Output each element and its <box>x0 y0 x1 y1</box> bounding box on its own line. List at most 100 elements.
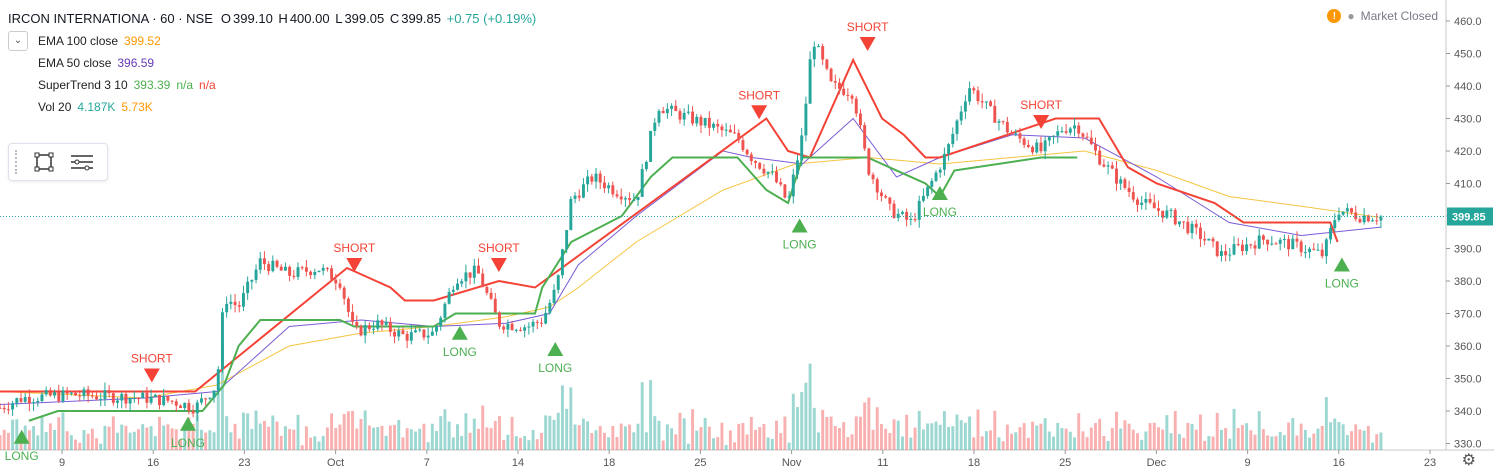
short-arrow-icon-0 <box>143 368 160 383</box>
chevron-down-icon[interactable]: ⌄ <box>8 31 28 51</box>
drag-handle[interactable] <box>15 150 19 174</box>
volume-bar-320 <box>1341 424 1345 450</box>
candle-body-188 <box>787 196 791 198</box>
candle-body-88 <box>367 325 371 330</box>
candle-body-250 <box>1047 136 1051 141</box>
candle-body-131 <box>548 302 552 313</box>
candle-body-71 <box>296 267 300 277</box>
candle-body-313 <box>1312 248 1316 250</box>
volume-bar-260 <box>1089 427 1093 450</box>
volume-bar-127 <box>531 429 535 450</box>
candle-body-134 <box>560 249 564 276</box>
volume-bar-2 <box>6 432 10 450</box>
candle-body-86 <box>359 326 363 336</box>
volume-bar-57 <box>237 438 241 450</box>
candle-body-234 <box>980 101 984 103</box>
candle-body-315 <box>1320 249 1324 257</box>
volume-bar-226 <box>947 426 951 450</box>
volume-bar-322 <box>1350 431 1354 450</box>
candle-body-244 <box>1022 138 1026 145</box>
gear-icon[interactable]: ⚙ <box>1461 452 1476 469</box>
volume-bar-40 <box>166 424 170 450</box>
short-arrow-icon-11 <box>1033 115 1050 129</box>
candle-body-125 <box>523 327 527 331</box>
candle-body-98 <box>409 332 413 341</box>
volume-bar-217 <box>909 437 913 450</box>
candle-body-285 <box>1194 223 1198 228</box>
volume-bar-65 <box>271 415 275 450</box>
candle-body-127 <box>531 321 535 327</box>
volume-bar-132 <box>552 419 556 450</box>
candle-body-94 <box>393 331 397 337</box>
candle-body-21 <box>86 389 90 396</box>
volume-bar-199 <box>833 425 837 450</box>
volume-bar-186 <box>779 433 783 450</box>
candle-body-245 <box>1026 144 1030 147</box>
ohlc-values: O 399.10 H 400.00 L 399.05 C 399.85 +0.75 (+… <box>220 11 537 26</box>
candle-body-43 <box>179 405 182 409</box>
candle-body-107 <box>447 291 451 304</box>
candle-body-51 <box>212 390 216 398</box>
candle-body-322 <box>1350 208 1354 213</box>
legend-volume[interactable]: Vol 20 4.187K 5.73K <box>8 96 538 118</box>
volume-bar-13 <box>53 430 57 450</box>
candle-body-280 <box>1173 209 1177 225</box>
volume-bar-22 <box>90 428 94 450</box>
candle-body-82 <box>342 287 346 299</box>
long-arrow-icon-10 <box>931 186 948 200</box>
candle-body-303 <box>1270 243 1274 245</box>
volume-bar-86 <box>359 418 363 450</box>
volume-bar-219 <box>917 410 921 450</box>
volume-bar-230 <box>963 422 967 450</box>
volume-bar-72 <box>300 445 304 450</box>
candle-body-14 <box>57 392 61 402</box>
list-settings-icon[interactable] <box>69 149 95 175</box>
volume-bar-243 <box>1018 427 1022 450</box>
y-tick-label-10: 430.0 <box>1454 114 1482 126</box>
candle-body-207 <box>867 148 871 175</box>
candle-body-318 <box>1333 220 1337 229</box>
volume-bar-283 <box>1186 422 1190 450</box>
long-arrow-icon-4 <box>451 325 468 340</box>
candle-body-200 <box>838 82 841 89</box>
candle-body-276 <box>1157 208 1160 211</box>
candle-body-190 <box>796 160 799 175</box>
volume-bar-79 <box>330 413 334 450</box>
legend-ema50[interactable]: EMA 50 close 396.59 <box>8 52 538 74</box>
symbol-title[interactable]: IRCON INTERNATIONA · 60 · NSE <box>8 11 213 26</box>
candle-body-299 <box>1253 245 1257 249</box>
candle-body-251 <box>1052 135 1056 137</box>
volume-bar-137 <box>573 424 577 450</box>
candle-body-84 <box>351 311 355 322</box>
volume-bar-160 <box>670 428 674 450</box>
volume-bar-269 <box>1127 423 1131 450</box>
legend-supertrend[interactable]: SuperTrend 3 10 393.39 n/a n/a <box>8 74 538 96</box>
candle-body-79 <box>330 268 334 280</box>
warning-icon[interactable]: ! <box>1327 9 1342 23</box>
x-tick-label-14: 16 <box>1333 457 1345 469</box>
candle-body-26 <box>107 390 111 394</box>
candle-body-167 <box>699 116 703 126</box>
candle-body-132 <box>552 289 556 303</box>
candle-body-266 <box>1115 168 1118 184</box>
volume-bar-107 <box>447 421 451 450</box>
y-tick-label-6: 390.0 <box>1454 244 1482 256</box>
candle-body-138 <box>577 195 581 198</box>
candle-body-7 <box>27 396 31 404</box>
candle-body-208 <box>871 174 875 180</box>
volume-bar-143 <box>598 425 602 450</box>
candle-body-240 <box>1005 121 1009 133</box>
candle-body-103 <box>430 331 434 336</box>
candle-body-70 <box>292 275 296 277</box>
volume-bar-326 <box>1366 425 1370 450</box>
volume-bar-292 <box>1224 428 1228 450</box>
legend-ema100[interactable]: ⌄ EMA 100 close 399.52 <box>8 30 538 52</box>
candle-body-148 <box>619 196 623 200</box>
volume-bar-244 <box>1022 423 1026 450</box>
volume-bar-63 <box>262 420 266 450</box>
volume-bar-38 <box>158 416 161 450</box>
fullscreen-icon[interactable] <box>31 149 57 175</box>
candle-body-159 <box>665 108 669 114</box>
volume-bar-106 <box>443 409 447 450</box>
